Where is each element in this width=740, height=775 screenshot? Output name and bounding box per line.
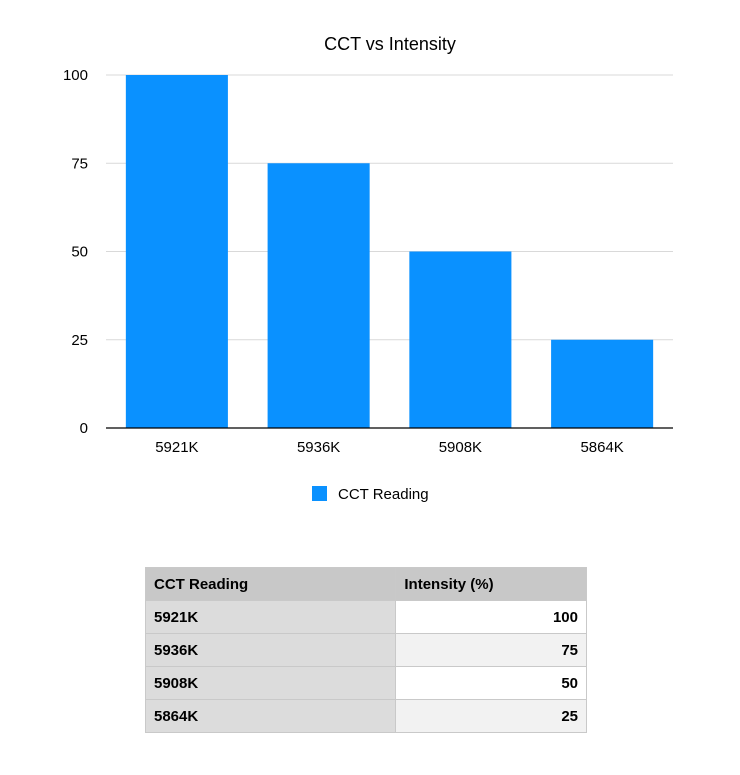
table-cell-cct: 5864K [144,699,397,733]
table-cell-intensity: 25 [395,699,587,733]
table-cell-intensity: 50 [395,666,587,700]
table-header-cct-reading: CCT Reading [144,567,397,601]
bar-5936K [267,163,370,428]
y-tick-label: 25 [71,332,88,349]
x-axis-tick-labels: 5921K 5936K 5908K 5864K [155,439,624,456]
table-header-row: CCT Reading Intensity (%) [144,567,587,601]
bar-5908K [409,251,512,428]
table-cell-intensity: 75 [395,633,587,667]
table-cell-cct: 5908K [144,666,397,700]
y-tick-label: 75 [71,155,88,172]
y-axis-tick-labels: 0 25 50 75 100 [63,67,88,437]
bars [125,75,654,428]
x-tick-label: 5908K [439,439,482,456]
y-tick-label: 100 [63,67,88,84]
data-table: CCT Reading Intensity (%) 5921K 100 5936… [144,567,587,733]
table-header-intensity: Intensity (%) [395,567,587,601]
table-cell-cct: 5921K [144,600,397,634]
legend-swatch [312,486,327,501]
x-tick-label: 5921K [155,439,198,456]
table-cell-intensity: 100 [395,600,587,634]
x-tick-label: 5936K [297,439,340,456]
bar-5921K [125,75,228,428]
legend-label: CCT Reading [338,486,429,503]
table-cell-cct: 5936K [144,633,397,667]
table-row: 5864K 25 [144,699,587,733]
chart-title: CCT vs Intensity [324,34,456,54]
table-row: 5908K 50 [144,666,587,700]
table-row: 5921K 100 [144,600,587,634]
y-tick-label: 50 [71,244,88,261]
legend: CCT Reading [312,486,429,503]
x-tick-label: 5864K [580,439,623,456]
bar-5864K [551,339,654,428]
table-row: 5936K 75 [144,633,587,667]
y-tick-label: 0 [80,420,88,437]
